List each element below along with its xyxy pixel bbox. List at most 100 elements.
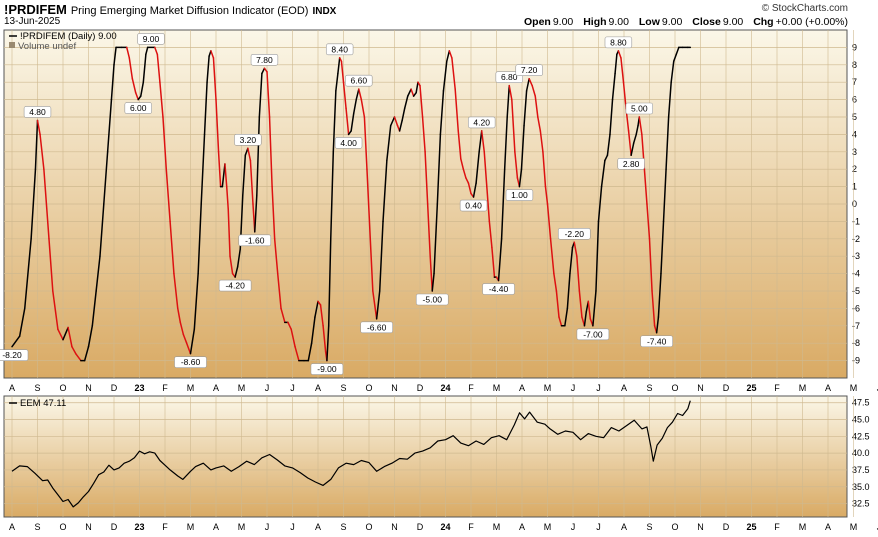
diffusion-line-segment <box>549 238 555 275</box>
eem-panel-bg <box>3 395 848 518</box>
diffusion-line-segment <box>154 46 159 56</box>
eem-month-label: A <box>825 522 831 532</box>
eem-month-label: J <box>877 522 878 532</box>
diffusion-line-segment <box>39 133 45 170</box>
diffusion-ytick-label: -1 <box>852 216 860 226</box>
peak-label: -9.00 <box>317 364 337 374</box>
diffusion-month-label: F <box>774 383 780 393</box>
diffusion-ytick-label: 2 <box>852 164 857 174</box>
peak-label-box <box>604 36 633 49</box>
diffusion-line-segment <box>508 84 513 101</box>
diffusion-line-segment <box>95 255 101 292</box>
eem-month-label: A <box>621 522 627 532</box>
diffusion-ytick-label: 5 <box>852 112 857 122</box>
diffusion-month-label: A <box>213 383 219 393</box>
diffusion-month-label: M <box>187 383 195 393</box>
diffusion-line-segment <box>319 304 324 327</box>
diffusion-line-segment <box>486 185 491 223</box>
diffusion-line-segment <box>182 333 188 344</box>
diffusion-line-segment <box>483 151 488 188</box>
diffusion-line-segment <box>91 290 97 327</box>
peak-label: 8.80 <box>610 37 627 47</box>
diffusion-line-segment <box>268 116 273 188</box>
eem-month-label: A <box>213 522 219 532</box>
peak-label-box <box>218 279 252 292</box>
chart-date: 13-Jun-2025 <box>4 16 61 27</box>
diffusion-line-segment <box>103 151 109 205</box>
diffusion-month-label: M <box>238 383 246 393</box>
high-value: 9.00 <box>608 16 629 28</box>
eem-month-label: J <box>596 522 601 532</box>
diffusion-line-segment <box>488 220 493 249</box>
peak-label-box <box>640 335 673 348</box>
diffusion-line-segment <box>433 203 439 275</box>
eem-month-label: J <box>571 522 576 532</box>
peak-label-box <box>515 64 543 77</box>
diffusion-line-segment <box>672 53 678 63</box>
ticker-description: Pring Emerging Market Diffusion Indicato… <box>70 5 309 17</box>
diffusion-line-segment <box>609 98 614 136</box>
peak-label-box <box>23 106 52 118</box>
diffusion-line-segment <box>225 185 229 210</box>
diffusion-line-segment <box>558 316 563 327</box>
diffusion-line-segment <box>525 77 530 92</box>
peak-label: -8.20 <box>2 350 22 360</box>
diffusion-line-segment <box>537 116 542 132</box>
peak-label-box <box>360 321 393 334</box>
low-value: 9.00 <box>661 16 683 28</box>
diffusion-line-segment <box>203 81 208 136</box>
eem-month-label: S <box>646 522 652 532</box>
diffusion-line-segment <box>506 84 510 118</box>
diffusion-line-segment <box>448 50 453 59</box>
diffusion-line-segment <box>215 98 220 153</box>
diffusion-line-segment <box>643 168 648 205</box>
ohlc-readout: Open 9.00 High 9.00 Low 9.00 Close 9.00 Chg +… <box>517 16 848 28</box>
diffusion-ytick-label: 0 <box>852 199 857 209</box>
peak-label: 1.00 <box>511 190 528 200</box>
eem-month-label: S <box>34 522 40 532</box>
diffusion-line-segment <box>497 238 503 282</box>
peak-label: 9.00 <box>143 34 160 44</box>
diffusion-month-label: D <box>723 383 730 393</box>
diffusion-line-segment <box>600 159 606 188</box>
diffusion-line-segment <box>475 151 480 184</box>
diffusion-line-segment <box>131 77 137 94</box>
peak-label-box <box>250 53 279 66</box>
diffusion-line-segment <box>330 151 335 240</box>
diffusion-line-segment <box>500 168 506 240</box>
eem-month-label: O <box>671 522 678 532</box>
eem-legend-label: EEM 47.11 <box>20 398 66 409</box>
peak-label: 8.40 <box>331 44 348 54</box>
eem-month-label: D <box>723 522 730 532</box>
diffusion-line-segment <box>43 168 50 240</box>
diffusion-line-segment <box>426 203 431 257</box>
low-label: Low <box>638 16 660 28</box>
peak-label: -5.00 <box>423 295 443 305</box>
diffusion-line-segment <box>419 84 424 118</box>
peak-label-box <box>325 43 354 56</box>
diffusion-month-label: O <box>671 383 678 393</box>
diffusion-line-segment <box>667 81 672 118</box>
peak-label-box <box>482 283 515 295</box>
eem-month-label: A <box>9 522 15 532</box>
diffusion-line-segment <box>242 154 247 197</box>
eem-month-label: N <box>391 522 398 532</box>
diffusion-line-segment <box>407 88 412 97</box>
diffusion-line-segment <box>514 151 519 179</box>
eem-month-label: M <box>544 522 552 532</box>
eem-month-label: M <box>238 522 246 532</box>
diffusion-line-segment <box>261 67 266 75</box>
diffusion-line-segment <box>11 335 21 348</box>
diffusion-line-segment <box>576 255 581 292</box>
diffusion-line-segment <box>611 72 616 101</box>
diffusion-line-segment <box>534 95 539 118</box>
diffusion-line-segment <box>651 290 656 327</box>
diffusion-line-segment <box>569 246 574 275</box>
diffusion-line-segment <box>544 185 549 205</box>
diffusion-line-segment <box>638 116 643 136</box>
diffusion-line-segment <box>254 194 258 233</box>
diffusion-line-segment <box>462 168 467 179</box>
open-value: 9.00 <box>552 16 574 28</box>
